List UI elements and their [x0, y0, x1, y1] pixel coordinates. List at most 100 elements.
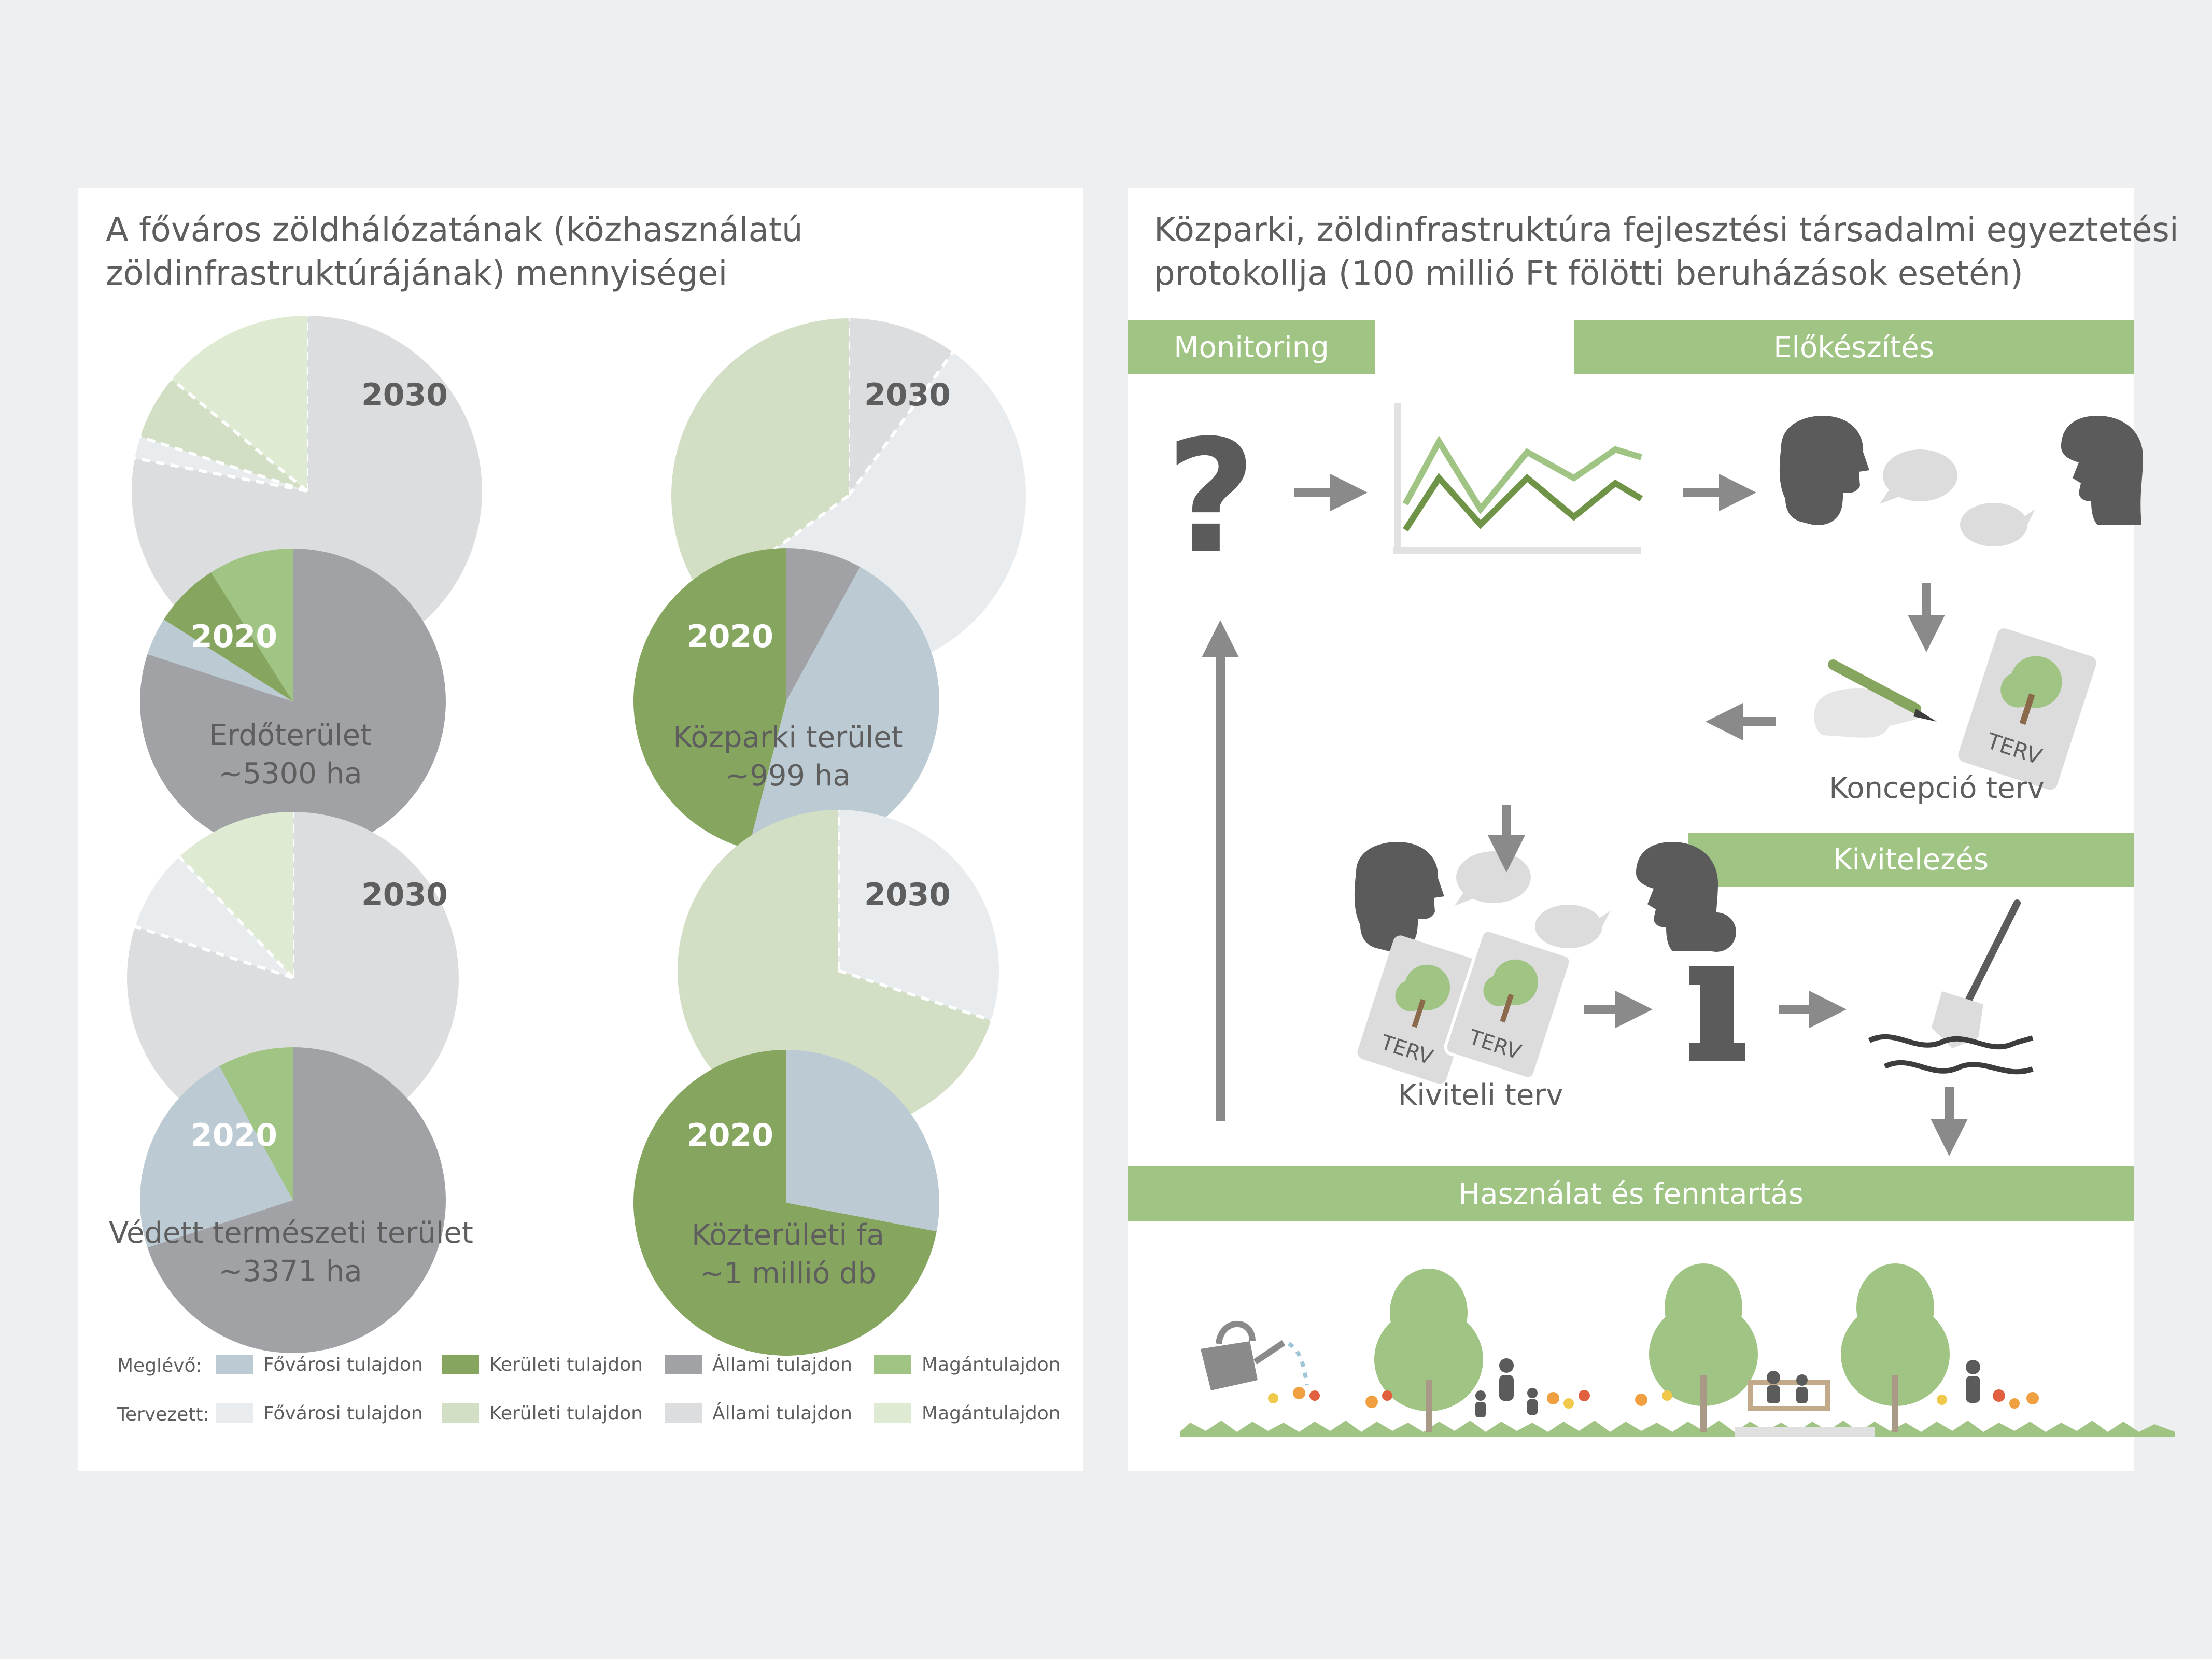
legend-planned-private: Magántulajdon — [874, 1402, 1061, 1425]
pie-slice — [786, 1050, 939, 1232]
legend-swatch — [665, 1355, 702, 1374]
legend-planned-municipal: Fővárosi tulajdon — [216, 1402, 423, 1425]
year-2030-label: 2030 — [864, 377, 951, 413]
pie-divider — [134, 925, 293, 979]
pie-slice — [147, 619, 293, 701]
legend-text: Fővárosi tulajdon — [263, 1402, 423, 1424]
pie-2020 — [140, 1047, 446, 1353]
stage-monitoring: Monitoring — [1128, 320, 1375, 374]
stage-implementation: Kivitelezés — [1688, 833, 2134, 887]
legend-existing-private: Magántulajdon — [874, 1353, 1061, 1376]
pie-slice — [748, 567, 939, 854]
chart-label-park-value: ~999 ha — [725, 759, 851, 793]
pie-2020 — [139, 549, 446, 854]
chart-label-forest: Erdőterület ~5300 ha — [109, 716, 472, 793]
right-title-line-2: protokollja (100 millió Ft fölötti beruh… — [1154, 255, 2023, 293]
year-2030-label: 2030 — [864, 877, 951, 913]
pie-slice — [172, 316, 307, 491]
pie-slice — [671, 318, 849, 600]
pie-2020 — [633, 1050, 939, 1356]
park-scene — [1180, 1263, 2175, 1437]
legend-text: Kerületi tulajdon — [489, 1402, 643, 1424]
chart-label-protected-name: Védett természeti terület — [109, 1216, 473, 1250]
legend-text: Kerületi tulajdon — [489, 1354, 643, 1375]
pie-divider — [178, 855, 294, 979]
pie-slice — [140, 379, 307, 491]
chart-label-trees: Közterületi fa ~1 millió db — [607, 1216, 969, 1293]
pie-divider — [139, 435, 307, 493]
terv-cards-icon: TERV TERV — [1357, 929, 1572, 1084]
svg-text:?: ? — [1166, 406, 1256, 587]
legend-text: Magántulajdon — [922, 1402, 1061, 1424]
bench-icon — [1748, 1371, 1830, 1411]
pie-slice — [633, 548, 786, 849]
pie-slice — [139, 549, 446, 854]
legend-swatch — [216, 1403, 253, 1423]
pie-divider — [171, 378, 308, 493]
dialogue-icon — [1779, 416, 2143, 546]
legend-existing-state: Állami tulajdon — [665, 1353, 852, 1376]
year-2020-label: 2020 — [191, 1117, 277, 1154]
year-2030-label: 2030 — [361, 377, 448, 413]
pie-slice — [135, 856, 293, 978]
legend-text: Állami tulajdon — [712, 1354, 852, 1375]
legend-swatch — [665, 1403, 702, 1423]
legend-existing-municipal: Fővárosi tulajdon — [216, 1353, 423, 1376]
left-panel: A főváros zöldhálózatának (közhasználatú… — [78, 188, 1083, 1471]
legend-swatch — [874, 1355, 911, 1374]
dialogue-icon — [1354, 842, 1718, 951]
chart-label-trees-name: Közterületi fa — [692, 1218, 884, 1252]
flowers-icon — [1268, 1387, 2039, 1409]
pie-slice — [633, 1050, 937, 1356]
left-title-line-2: zöldinfrastruktúrájának) mennyiségei — [106, 255, 728, 293]
pie-slice — [140, 1066, 293, 1248]
chart-label-protected-value: ~3371 ha — [218, 1255, 362, 1288]
tree-icon — [1649, 1263, 1758, 1432]
chart-label-protected: Védett természeti terület ~3371 ha — [109, 1214, 473, 1291]
legend-planned-label: Tervezett: — [117, 1404, 209, 1425]
legend-swatch — [442, 1355, 479, 1374]
year-2030-label: 2030 — [361, 877, 448, 913]
chart-label-park: Közparki terület ~999 ha — [607, 719, 969, 795]
people-icon — [1475, 1358, 1538, 1417]
left-title-line-1: A főváros zöldhálózatának (közhasználatú — [106, 211, 803, 249]
step-execution-plan: Kiviteli terv — [1398, 1078, 1563, 1112]
info-icon — [1689, 912, 1745, 1061]
left-panel-title: A főváros zöldhálózatának (közhasználatú… — [106, 208, 803, 296]
grass — [1180, 1421, 2175, 1437]
pie-divider — [847, 351, 954, 497]
legend-text: Magántulajdon — [922, 1354, 1061, 1375]
pie-divider — [134, 456, 307, 493]
legend-existing-label: Meglévő: — [117, 1355, 202, 1376]
legend-text: Fővárosi tulajdon — [263, 1354, 423, 1375]
pie-slice — [147, 1047, 446, 1353]
watering-can-icon — [1201, 1320, 1309, 1390]
question-mark-icon: ? — [1166, 406, 1256, 587]
right-title-line-1: Közparki, zöldinfrastruktúra fejlesztési… — [1154, 211, 2179, 249]
pie-2030 — [127, 812, 459, 1144]
year-2020-label: 2020 — [687, 618, 773, 655]
legend-text: Állami tulajdon — [712, 1402, 852, 1424]
legend-planned-state: Állami tulajdon — [665, 1402, 852, 1425]
pie-2030 — [678, 810, 999, 1131]
people-icon — [1966, 1360, 1980, 1403]
stage-use-maintenance: Használat és fenntartás — [1128, 1166, 2134, 1221]
protocol-diagram: ? — [1166, 403, 2175, 1437]
pie-slice — [179, 812, 293, 978]
year-2020-label: 2020 — [687, 1117, 773, 1154]
pie-slice — [678, 810, 991, 1131]
legend-swatch — [874, 1403, 911, 1423]
pie-slice — [849, 318, 953, 496]
drawing-hand-icon: TERV — [1812, 628, 2096, 790]
pie-2020 — [633, 548, 939, 854]
pie-charts: 2030 2020 2030 2020 2030 2020 2030 2020 — [127, 316, 1026, 1356]
pie-divider — [838, 969, 992, 1022]
pie-slice — [163, 572, 293, 701]
chart-label-trees-value: ~1 millió db — [699, 1257, 877, 1290]
tree-icon — [1841, 1263, 1950, 1432]
chart-label-forest-value: ~5300 ha — [218, 757, 362, 791]
legend-planned-district: Kerületi tulajdon — [442, 1402, 643, 1425]
legend-existing-district: Kerületi tulajdon — [442, 1353, 643, 1376]
chart-label-forest-name: Erdőterület — [208, 719, 372, 752]
tree-icon — [1374, 1269, 1483, 1432]
